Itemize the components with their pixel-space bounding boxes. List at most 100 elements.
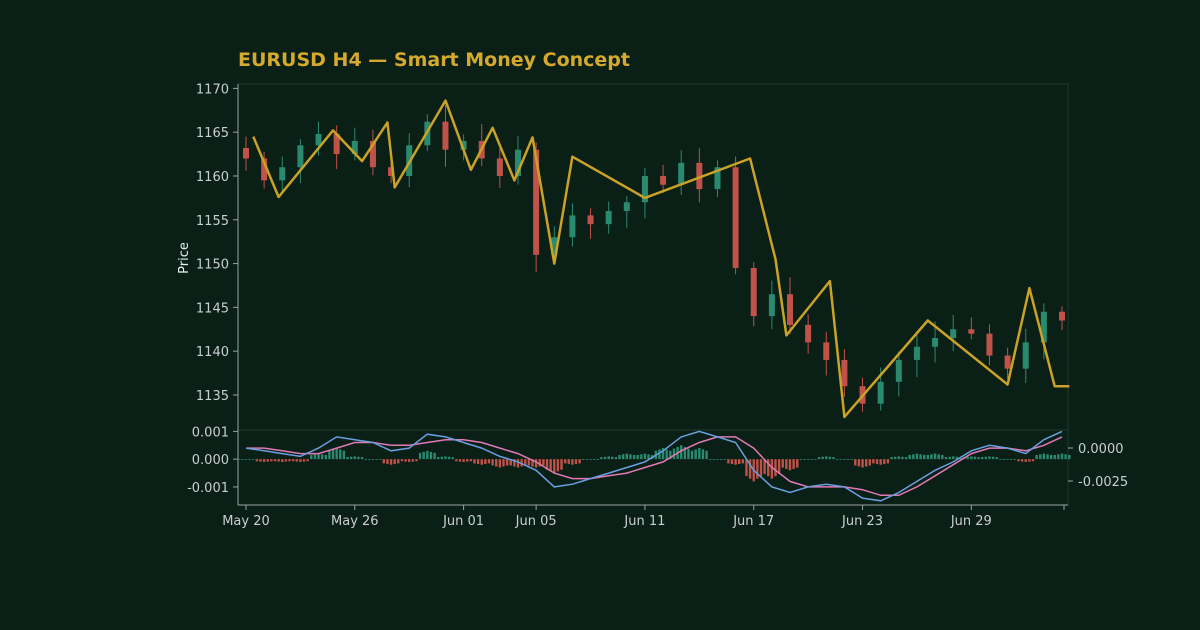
macd-histogram-bar [665,449,668,460]
macd-histogram-bar [741,459,745,464]
macd-histogram-bar [585,459,589,460]
macd-histogram-bar [458,459,462,462]
macd-histogram-bar [1060,453,1064,460]
macd-histogram-bar [589,459,592,460]
macd-histogram-bar [763,459,766,474]
macd-histogram-bar [313,454,317,460]
macd-histogram-bar [291,459,295,462]
macd-histogram-bar [237,459,240,460]
macd-histogram-bar [513,459,516,467]
macd-histogram-bar [883,459,886,465]
macd-histogram-bar [1002,459,1006,460]
candle-body [750,267,757,317]
macd-histogram-bar [908,454,911,460]
x-tick-label: Jun 05 [515,514,557,529]
macd-histogram-bar [952,456,955,460]
macd-histogram-bar [560,459,563,470]
macd-histogram-bar [273,459,277,462]
macd-histogram-bar [262,459,266,462]
macd-histogram-bar [864,459,868,467]
macd-histogram-bar [806,459,810,460]
macd-histogram-bar [904,457,908,460]
macd-histogram-bar [498,459,502,468]
chart-title: EURUSD H4 — Smart Money Concept [238,49,630,71]
macd-histogram-bar [411,459,415,462]
macd-histogram-bar [698,448,701,460]
price-panel-frame [237,83,1069,431]
candle-body [895,359,902,382]
macd-histogram-bar [701,449,705,460]
macd-histogram-bar [563,459,567,464]
macd-histogram-bar [875,459,879,465]
macd-histogram-bar [658,449,661,460]
macd-histogram-bar [977,457,980,460]
macd-histogram-bar [723,459,726,460]
macd-right-tick-label: -0.0025 [1078,475,1128,490]
candle-body [496,158,503,176]
macd-histogram-bar [636,454,639,460]
macd-histogram-bar [1028,459,1031,462]
macd-histogram-bar [404,459,407,462]
macd-histogram-bar [339,449,342,460]
macd-histogram-bar [418,452,422,460]
macd-histogram-bar [259,459,262,462]
macd-histogram-bar [596,459,599,460]
macd-histogram-bar [632,454,636,460]
macd-histogram-bar [781,459,784,468]
macd-histogram-bar [705,450,708,460]
macd-histogram-bar [1031,459,1035,462]
macd-histogram-bar [1024,459,1027,462]
macd-histogram-bar [505,459,509,466]
macd-histogram-bar [252,459,255,460]
x-tick-label: Jun 01 [442,514,484,529]
macd-histogram-bar [527,459,531,466]
macd-histogram-bar [690,450,694,460]
macd-histogram-bar [440,456,444,460]
macd-histogram-bar [1053,454,1056,460]
macd-histogram-bar [415,459,418,462]
macd-histogram-bar [618,454,621,460]
candle-body [950,329,957,339]
candle-body [460,140,467,150]
macd-line [245,430,1063,502]
macd-histogram-bar [817,457,821,460]
x-tick-label: Jun 23 [841,514,883,529]
macd-histogram-bar [408,459,411,462]
macd-histogram-bar [861,459,864,468]
x-tick-label: May 20 [222,514,270,529]
macd-histogram-bar [328,450,331,460]
macd-histogram-bar [694,449,697,460]
macd-histogram-bar [839,459,842,460]
macd-histogram-bar [487,459,491,464]
macd-histogram-bar [346,457,349,460]
candle-body [388,167,395,176]
macd-histogram-bar [814,459,817,460]
candle-body [660,175,667,185]
macd-histogram-bar [331,449,335,460]
candle-body [641,175,648,203]
macd-histogram-bar [603,456,607,460]
macd-histogram-bar [828,456,832,460]
macd-histogram-bar [1068,454,1071,460]
macd-histogram-bar [777,459,781,474]
macd-histogram-bar [567,459,570,465]
candle-body [768,294,775,317]
macd-histogram-bar [745,459,748,477]
macd-histogram-bar [680,445,683,460]
macd-histogram-bar [1039,454,1042,460]
macd-histogram-bar [886,459,890,464]
macd-histogram-bar [803,459,806,460]
candle-body [1022,342,1029,369]
macd-histogram-bar [825,456,828,460]
y-tick-label: 1165 [196,126,229,141]
macd-histogram-bar [349,456,353,460]
macd-histogram-bar [299,459,302,462]
macd-histogram-bar [600,457,603,460]
x-tick-label: Jun 29 [950,514,992,529]
macd-histogram-bar [324,454,327,460]
macd-histogram-bar [531,459,534,467]
macd-histogram-bar [433,452,436,460]
macd-histogram-bar [248,459,251,460]
macd-histogram-bar [948,456,951,460]
macd-histogram-bar [712,459,716,460]
